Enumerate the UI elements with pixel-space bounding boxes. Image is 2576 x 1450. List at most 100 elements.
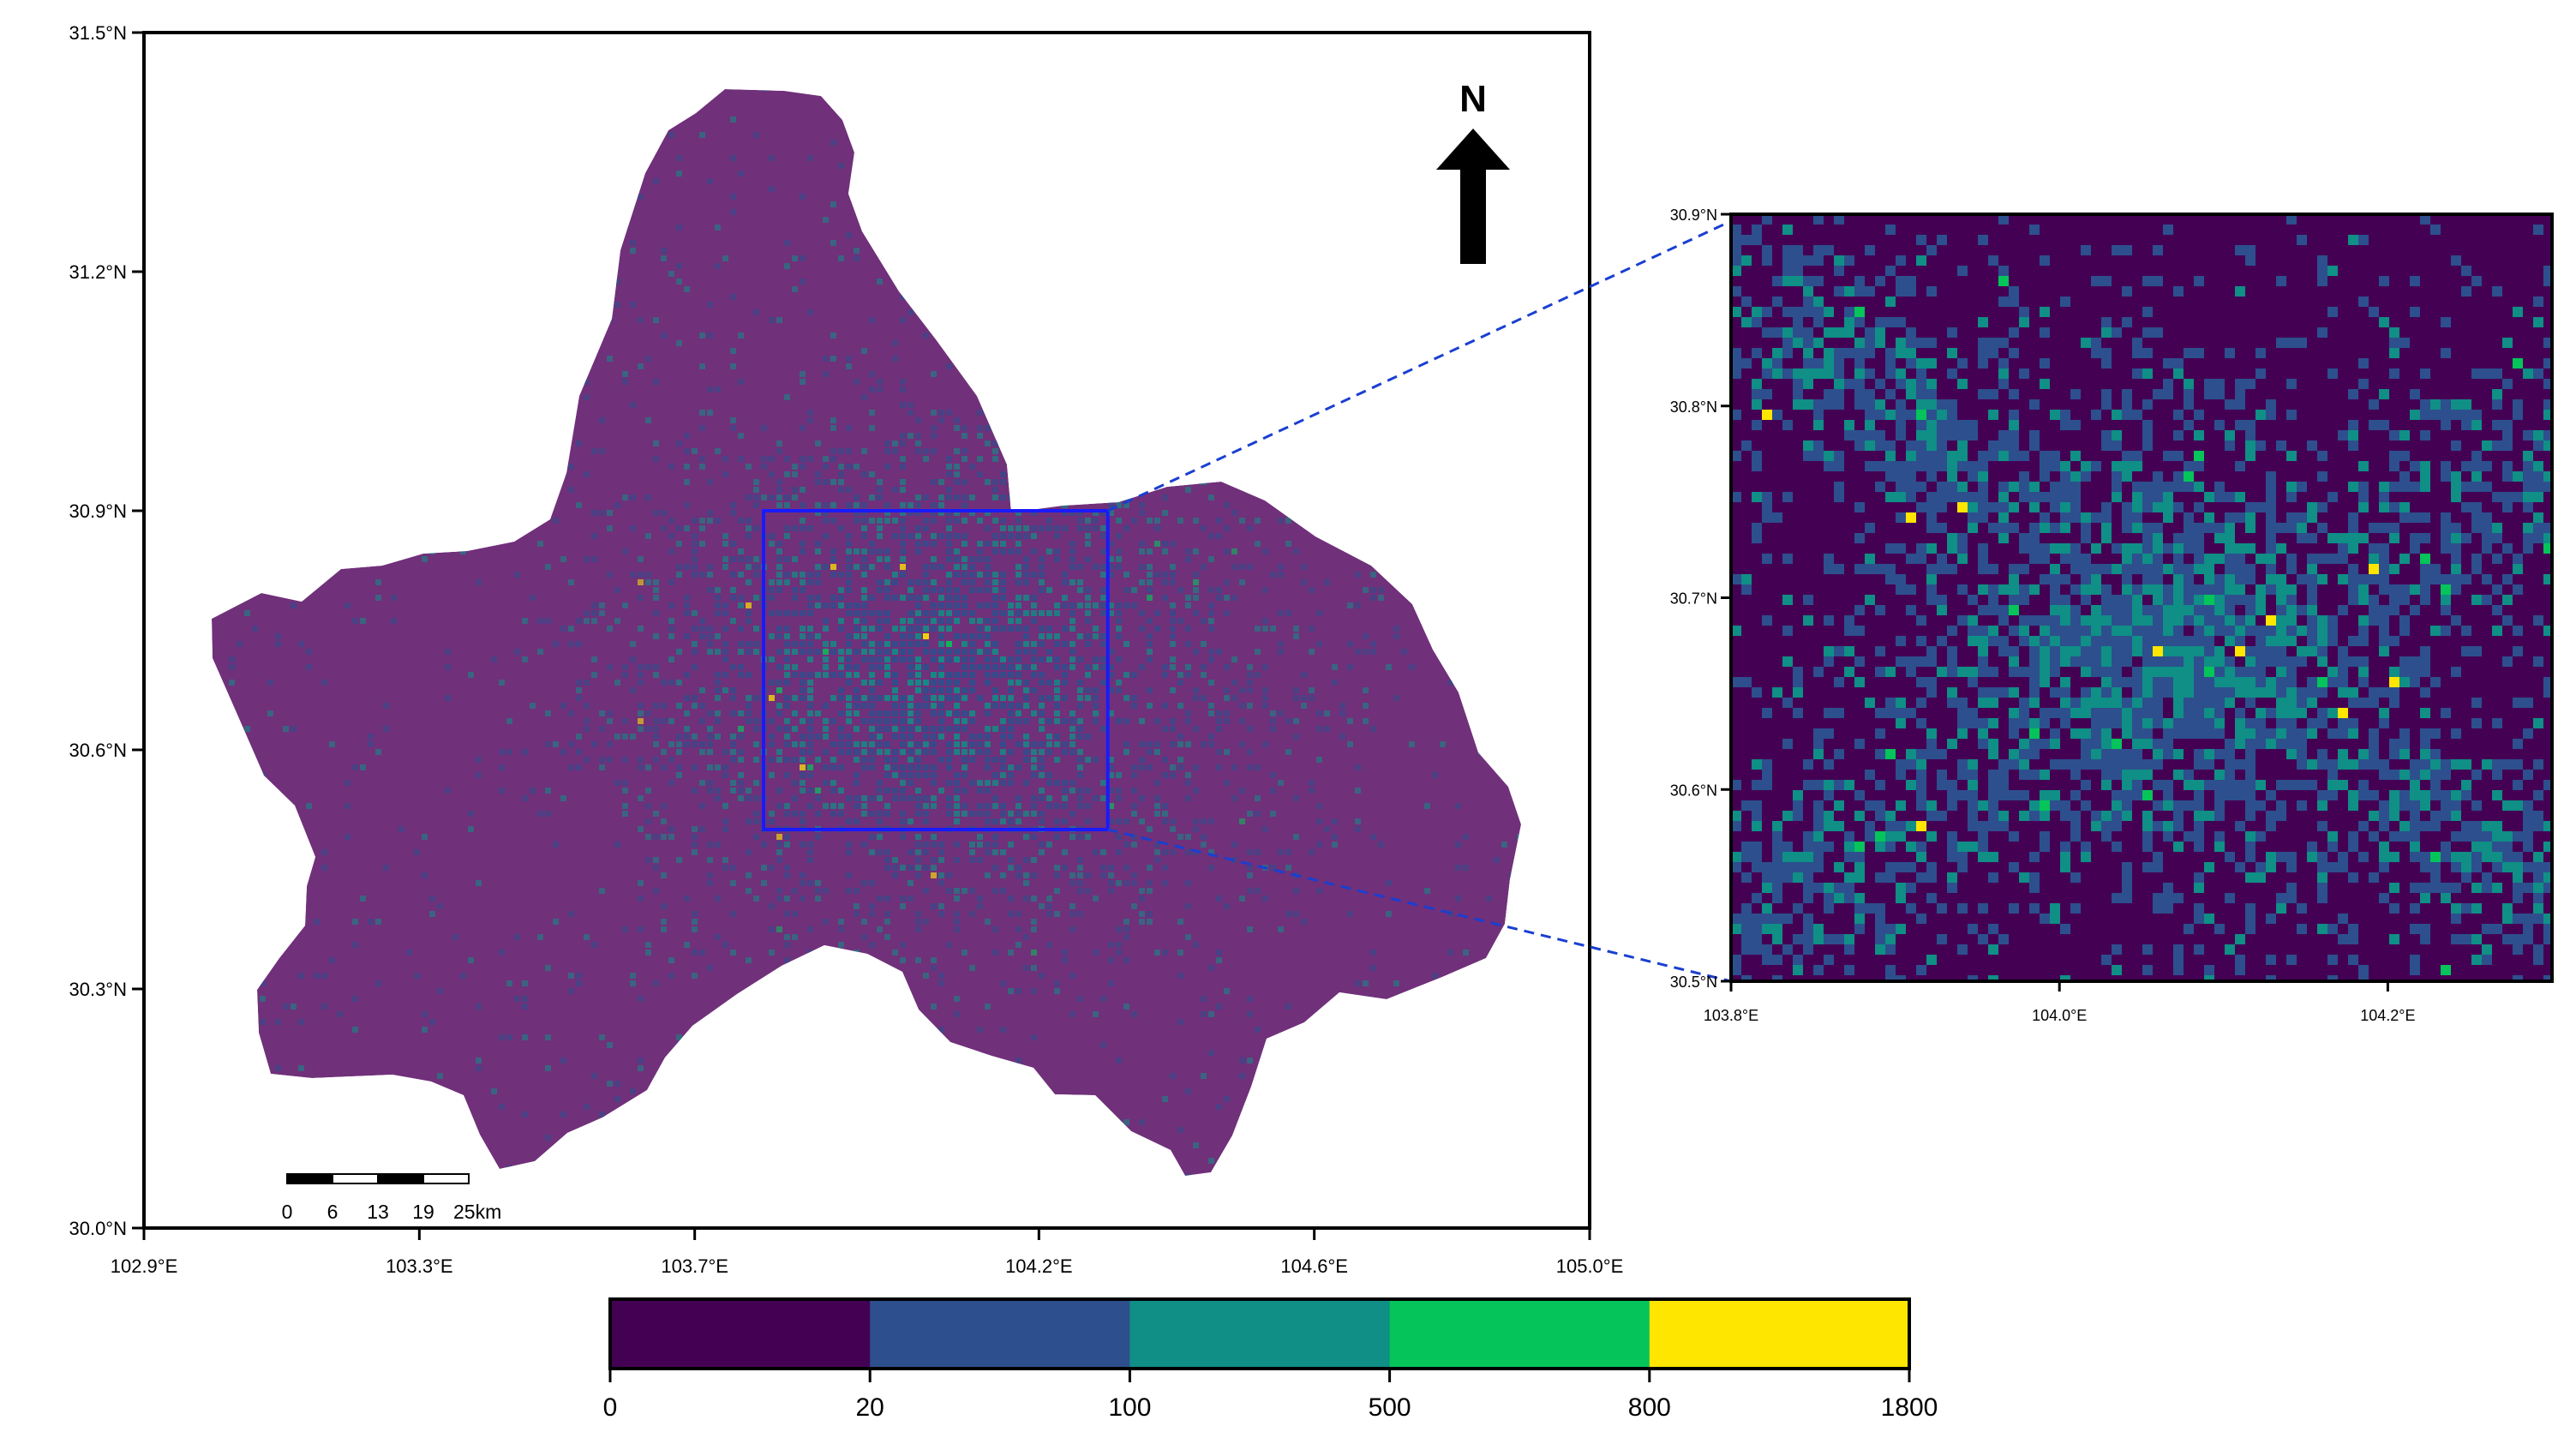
raster-cell: [1239, 741, 1245, 747]
raster-cell: [1123, 749, 1129, 755]
raster-cell: [1824, 615, 1834, 626]
raster-cell: [1077, 703, 1083, 709]
raster-cell: [1978, 698, 1988, 708]
raster-cell: [892, 757, 898, 763]
raster-cell: [1023, 695, 1029, 701]
raster-cell: [761, 880, 767, 886]
raster-cell: [2502, 595, 2513, 605]
raster-cell: [1000, 626, 1006, 632]
raster-cell: [1170, 633, 1176, 639]
raster-cell: [2399, 626, 2410, 636]
raster-cell: [692, 973, 698, 979]
raster-cell: [2101, 677, 2112, 687]
raster-cell: [1062, 641, 1068, 647]
raster-cell: [1046, 903, 1052, 909]
raster-cell: [1370, 965, 1376, 971]
raster-cell: [2214, 584, 2225, 595]
raster-cell: [1440, 741, 1446, 747]
raster-cell: [746, 525, 752, 531]
raster-cell: [1015, 818, 1021, 824]
raster-cell: [2132, 543, 2142, 554]
raster-cell: [962, 641, 967, 647]
raster-cell: [2214, 605, 2225, 615]
raster-cell: [954, 417, 960, 423]
raster-cell: [2276, 708, 2286, 718]
raster-cell: [1062, 950, 1068, 956]
raster-cell: [784, 610, 790, 616]
raster-cell: [807, 602, 813, 608]
raster-cell: [1116, 788, 1122, 794]
raster-cell: [1255, 888, 1261, 894]
raster-cell: [607, 664, 613, 670]
raster-cell: [1988, 338, 1998, 348]
raster-cell: [753, 741, 759, 747]
raster-cell: [2060, 698, 2070, 708]
raster-cell: [1147, 595, 1153, 601]
raster-cell: [892, 718, 898, 724]
raster-cell: [877, 741, 883, 747]
raster-cell: [823, 726, 829, 732]
raster-cell: [776, 556, 782, 562]
raster-cell: [1926, 399, 1937, 410]
raster-cell: [2081, 564, 2091, 574]
raster-cell: [1069, 626, 1075, 632]
raster-cell: [900, 433, 906, 439]
raster-cell: [2122, 317, 2132, 327]
raster-cell: [1062, 525, 1068, 531]
raster-cell: [892, 726, 898, 732]
raster-cell: [1247, 525, 1253, 531]
raster-cell: [784, 525, 790, 531]
raster-cell: [892, 572, 898, 578]
raster-cell: [1131, 587, 1137, 593]
raster-cell: [1093, 525, 1099, 531]
raster-cell: [1854, 276, 1865, 286]
raster-cell: [576, 980, 582, 986]
raster-cell: [823, 641, 829, 647]
raster-cell: [1854, 656, 1865, 667]
raster-cell: [746, 641, 752, 647]
raster-cell: [776, 749, 782, 755]
raster-cell: [2276, 667, 2286, 677]
raster-cell: [2040, 626, 2050, 636]
raster-cell: [1916, 440, 1926, 451]
raster-cell: [1906, 605, 1916, 615]
raster-cell: [746, 718, 752, 724]
raster-cell: [699, 741, 705, 747]
raster-cell: [1793, 255, 1803, 266]
raster-cell: [877, 649, 883, 655]
raster-cell: [1793, 266, 1803, 276]
raster-cell: [614, 780, 620, 786]
raster-cell: [2050, 502, 2060, 512]
raster-cell: [807, 857, 813, 863]
raster-cell: [2327, 533, 2338, 543]
raster-cell: [599, 710, 605, 716]
raster-cell: [962, 757, 967, 763]
raster-cell: [931, 433, 937, 439]
raster-cell: [830, 780, 836, 786]
raster-cell: [2122, 512, 2132, 523]
raster-cell: [1865, 368, 1875, 379]
raster-cell: [2050, 564, 2060, 574]
raster-cell: [800, 687, 806, 693]
raster-cell: [1731, 348, 1741, 358]
raster-cell: [1054, 548, 1060, 554]
raster-cell: [2255, 667, 2266, 677]
raster-cell: [2112, 492, 2122, 502]
raster-cell: [931, 726, 937, 732]
raster-cell: [1147, 564, 1153, 570]
raster-cell: [1293, 687, 1299, 693]
raster-cell: [792, 556, 798, 562]
raster-cell: [2204, 646, 2214, 656]
raster-cell: [1854, 317, 1865, 327]
raster-cell: [2399, 554, 2410, 564]
raster-cell: [2348, 389, 2358, 399]
raster-cell: [1978, 502, 1988, 512]
raster-cell: [954, 618, 960, 624]
raster-cell: [1885, 358, 1896, 368]
raster-cell: [2245, 595, 2255, 605]
raster-cell: [884, 911, 890, 917]
raster-cell: [2482, 533, 2492, 543]
raster-cell: [2245, 502, 2255, 512]
raster-cell: [622, 602, 628, 608]
raster-cell: [1762, 492, 1772, 502]
